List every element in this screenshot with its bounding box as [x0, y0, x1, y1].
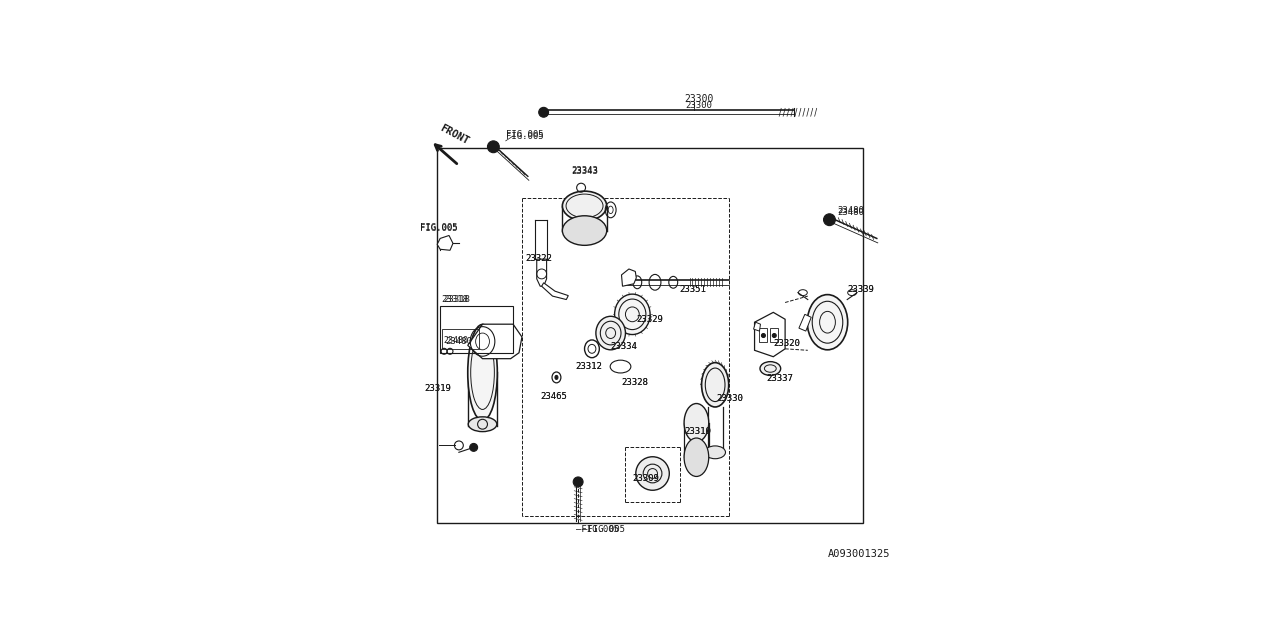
- Polygon shape: [622, 269, 636, 286]
- Ellipse shape: [760, 362, 781, 376]
- Polygon shape: [467, 324, 522, 358]
- Circle shape: [573, 477, 584, 487]
- Polygon shape: [799, 314, 812, 331]
- Text: 23300: 23300: [686, 101, 713, 110]
- Ellipse shape: [562, 216, 607, 245]
- Text: 23322: 23322: [525, 253, 552, 262]
- Text: FIG.005: FIG.005: [506, 131, 543, 140]
- Ellipse shape: [562, 191, 607, 221]
- Polygon shape: [438, 236, 453, 250]
- Text: 23480: 23480: [445, 337, 472, 346]
- Text: 23334: 23334: [611, 342, 637, 351]
- Text: 23309: 23309: [632, 474, 659, 483]
- Text: 23351: 23351: [680, 285, 707, 294]
- Text: 23310: 23310: [685, 427, 712, 436]
- Ellipse shape: [556, 376, 558, 380]
- Circle shape: [539, 108, 549, 117]
- Text: 23309: 23309: [632, 474, 659, 483]
- Text: 23337: 23337: [767, 374, 794, 383]
- Bar: [440, 306, 513, 353]
- Text: 23480: 23480: [837, 206, 864, 215]
- Circle shape: [488, 141, 499, 153]
- Text: 23329: 23329: [636, 315, 663, 324]
- Text: 23319: 23319: [425, 384, 452, 393]
- Text: 23312: 23312: [575, 362, 602, 371]
- Text: 23339: 23339: [847, 285, 874, 294]
- Text: —FIG.005: —FIG.005: [576, 525, 620, 534]
- Ellipse shape: [596, 316, 626, 350]
- Circle shape: [823, 214, 836, 226]
- Text: 23312: 23312: [575, 362, 602, 371]
- Text: 23328: 23328: [622, 378, 649, 387]
- Text: 23480: 23480: [837, 208, 864, 217]
- Text: 23318: 23318: [443, 295, 470, 304]
- Text: 23339: 23339: [847, 285, 874, 294]
- Ellipse shape: [705, 446, 726, 459]
- Text: 23320: 23320: [773, 339, 800, 348]
- Text: 23343: 23343: [571, 166, 598, 175]
- Circle shape: [762, 333, 765, 337]
- Text: 23465: 23465: [540, 392, 567, 401]
- Text: 23319: 23319: [425, 384, 452, 393]
- Text: 23334: 23334: [611, 342, 637, 351]
- Text: 23465: 23465: [540, 392, 567, 401]
- Text: FIG.005: FIG.005: [506, 132, 543, 141]
- Text: 23351: 23351: [680, 285, 707, 294]
- Bar: [442, 328, 479, 349]
- Text: 23330: 23330: [716, 394, 742, 403]
- Polygon shape: [541, 283, 568, 300]
- Text: 23337: 23337: [767, 374, 794, 383]
- Circle shape: [470, 444, 477, 451]
- Circle shape: [772, 333, 776, 337]
- Text: FIG.005: FIG.005: [420, 223, 458, 232]
- Ellipse shape: [808, 294, 847, 350]
- Ellipse shape: [467, 324, 498, 420]
- Ellipse shape: [684, 438, 709, 476]
- Text: 23343: 23343: [571, 167, 598, 176]
- Ellipse shape: [468, 417, 497, 431]
- Ellipse shape: [684, 404, 709, 442]
- Bar: [759, 328, 767, 342]
- Text: 23329: 23329: [636, 315, 663, 324]
- Text: FIG.005: FIG.005: [420, 224, 458, 233]
- Text: 23318: 23318: [442, 295, 468, 304]
- Ellipse shape: [701, 363, 728, 407]
- Ellipse shape: [636, 457, 669, 490]
- Text: FRONT: FRONT: [438, 124, 471, 147]
- Ellipse shape: [614, 294, 650, 335]
- Text: 23330: 23330: [716, 394, 742, 403]
- Polygon shape: [754, 322, 760, 331]
- Text: 23320: 23320: [773, 339, 800, 348]
- Bar: [436, 148, 863, 523]
- Text: 23322: 23322: [525, 253, 552, 262]
- Text: 23300: 23300: [685, 94, 714, 104]
- Text: 23310: 23310: [685, 427, 712, 436]
- Bar: [771, 328, 778, 342]
- Text: A093001325: A093001325: [828, 549, 890, 559]
- Polygon shape: [536, 259, 547, 286]
- Text: 23480: 23480: [443, 337, 468, 346]
- Text: —FIG.005: —FIG.005: [582, 525, 625, 534]
- Polygon shape: [755, 312, 785, 356]
- Text: 23328: 23328: [622, 378, 649, 387]
